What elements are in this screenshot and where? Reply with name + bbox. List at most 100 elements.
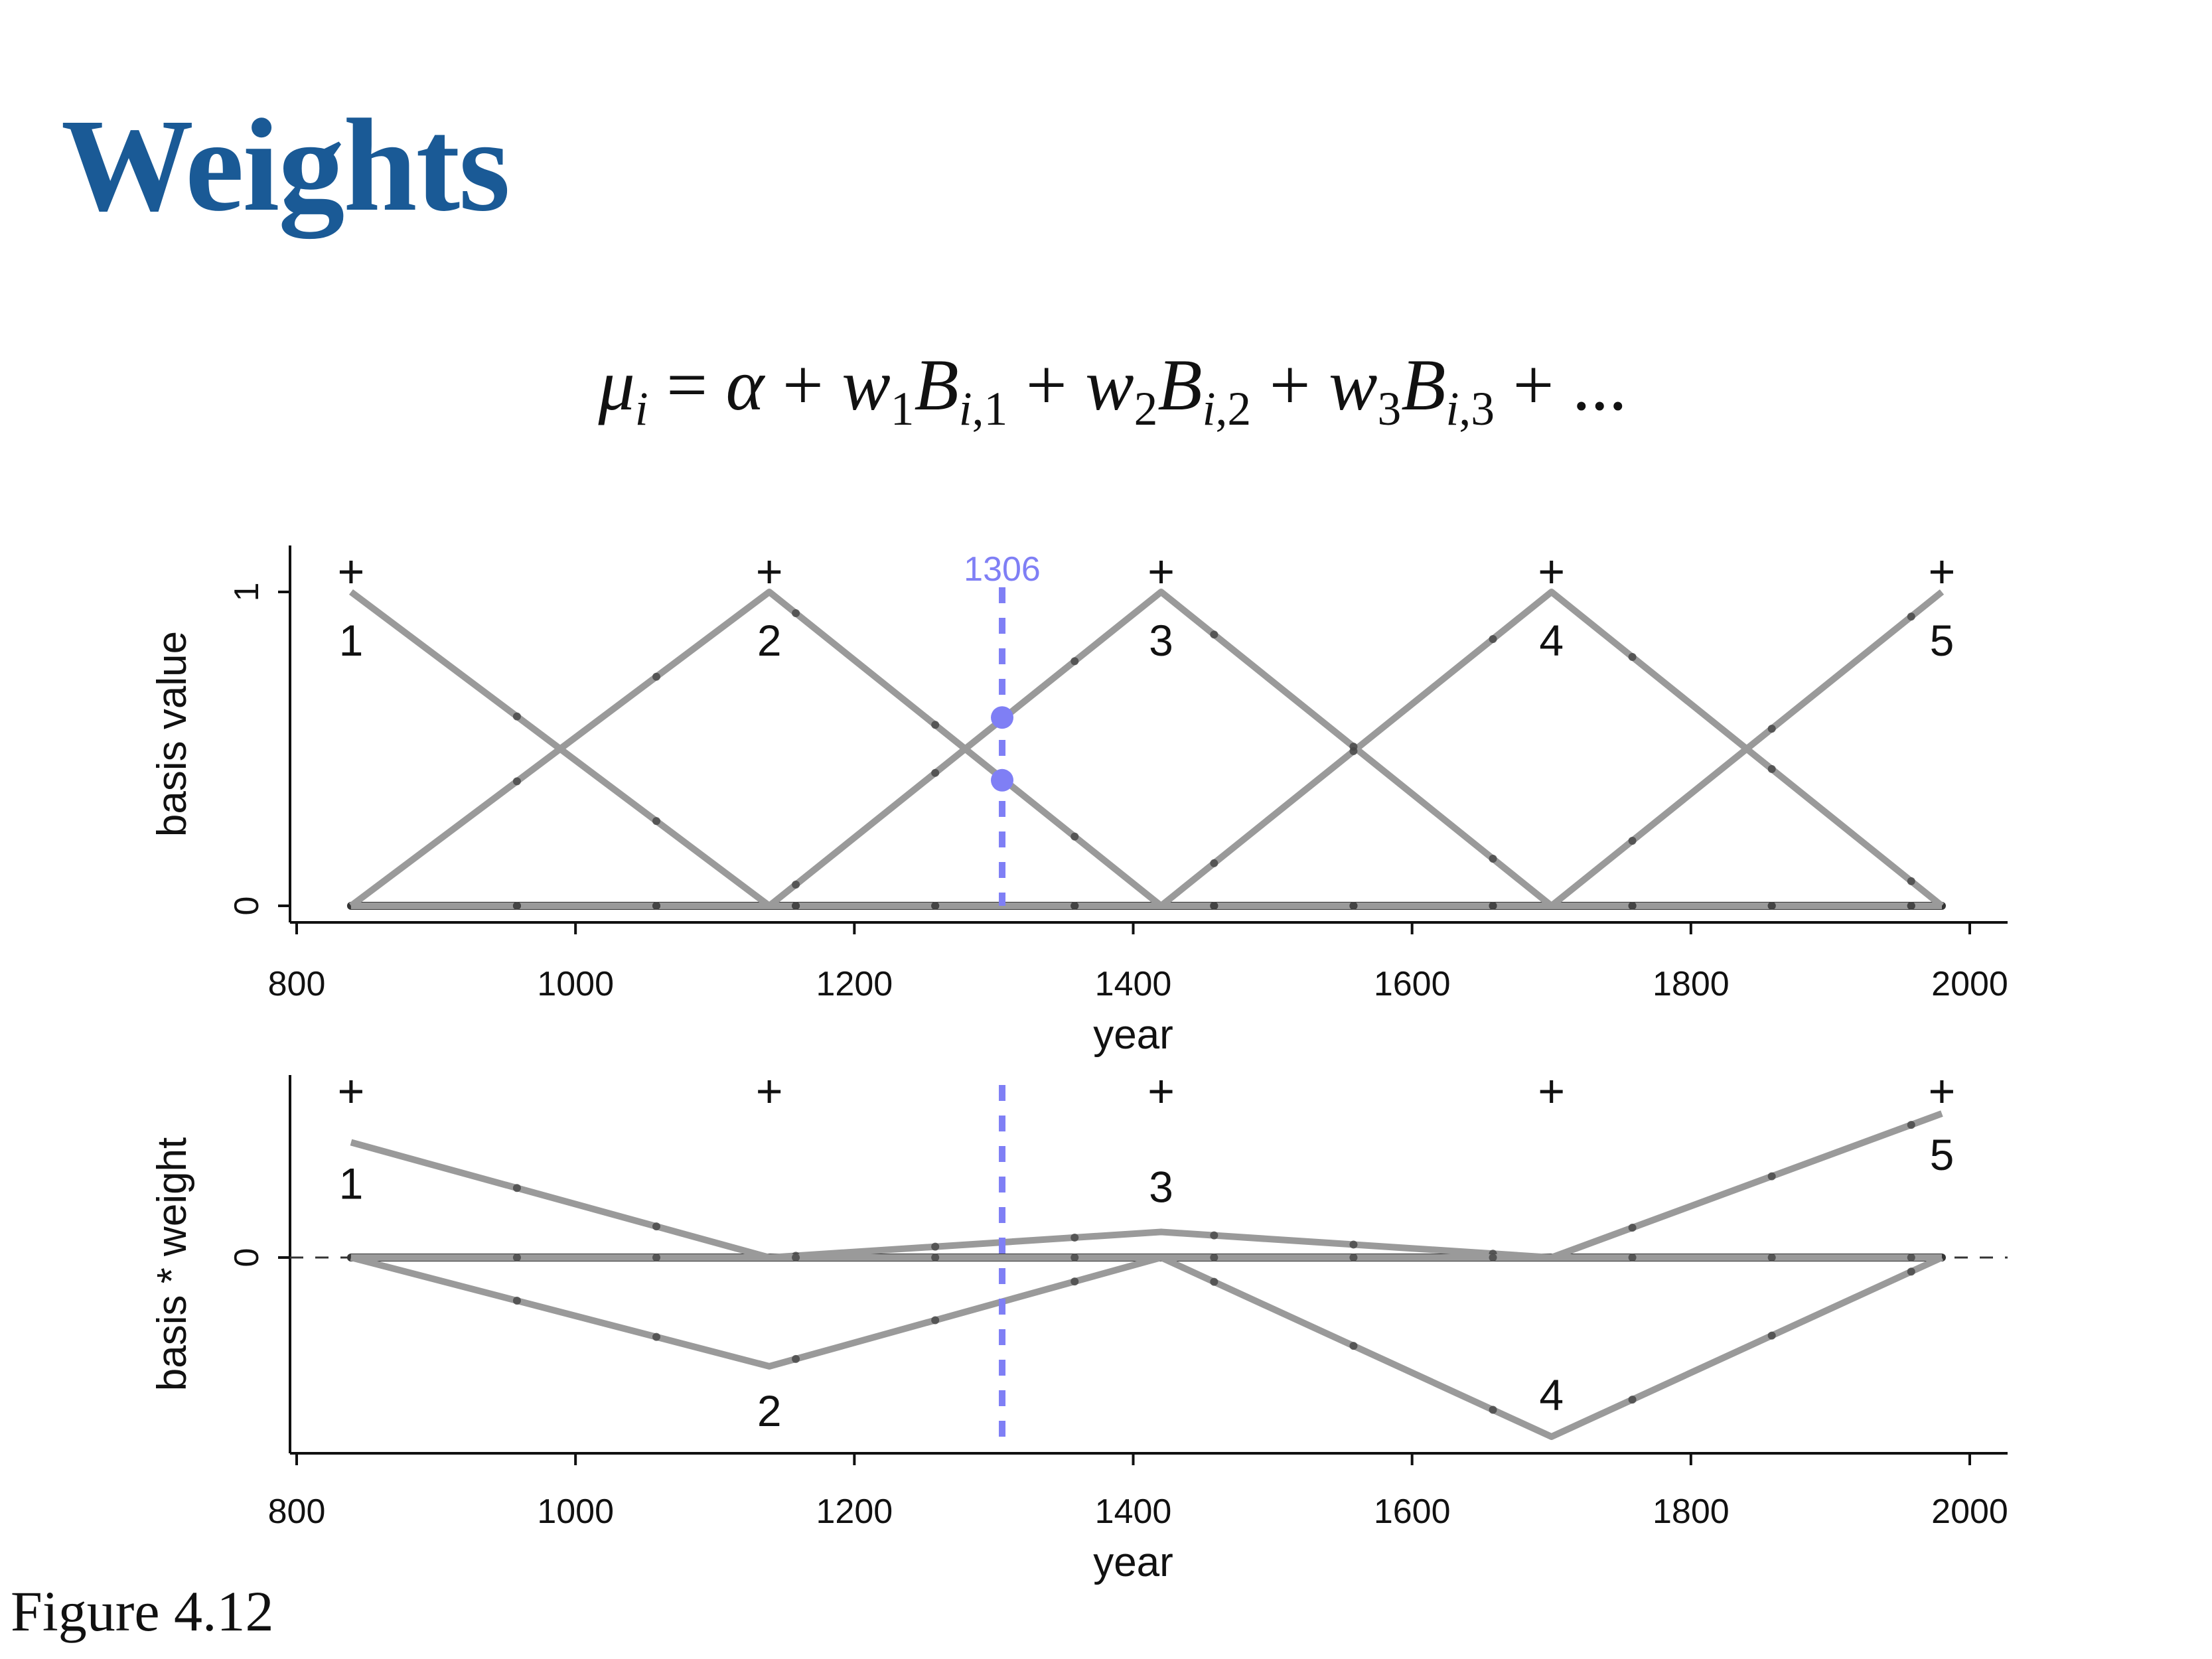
x-tick-label-1-4: 1600 [1374, 1492, 1451, 1531]
basis-sample-dot-5-10 [1907, 613, 1915, 621]
equation: μi = α + w1Bi,1 + w2Bi,2 + w3Bi,3 + ... [598, 344, 1627, 435]
weighted-basis-line-4 [350, 1254, 1944, 1440]
basis-sample-dot-5-9 [1767, 725, 1776, 733]
basis-label-2: 2 [757, 616, 782, 665]
weighted-sample-dot-3-6 [1349, 1240, 1358, 1249]
basis-sample-dot-3-2 [792, 881, 800, 889]
weighted-basis-label-5: 5 [1930, 1130, 1954, 1179]
knot-marker-bottom-4: + [1538, 1065, 1565, 1117]
basis-sample-dot-2-4 [1070, 832, 1079, 841]
slide-title: Weights [61, 92, 510, 239]
y-tick-label-1-0: 0 [228, 1248, 266, 1267]
weighted-sample-dot-4-8 [1628, 1396, 1637, 1404]
basis-sample-dot-4-5 [1210, 859, 1218, 867]
x-tick-label-1-6: 2000 [1931, 1492, 2008, 1531]
weighted-sample-dot-3-3 [931, 1242, 940, 1251]
basis-sample-dot-5-6 [1349, 902, 1358, 910]
y-tick-label-0-1: 1 [228, 583, 266, 602]
weighted-sample-dot-5-9 [1767, 1172, 1776, 1181]
y-tick-label-0-0: 0 [228, 897, 266, 916]
basis-sample-dot-4-9 [1767, 764, 1776, 773]
weighted-sample-dot-5-10 [1907, 1121, 1915, 1129]
knot-marker-bottom-2: + [756, 1065, 783, 1117]
x-tick-label-1-3: 1400 [1095, 1492, 1172, 1531]
basis-sample-dot-3-4 [1070, 657, 1079, 666]
basis-sample-dot-5-8 [1628, 837, 1637, 845]
weighted-sample-dot-3-10 [1907, 1254, 1915, 1262]
weighted-sample-dot-5-0 [512, 1254, 521, 1262]
weighted-sample-dot-3-5 [1210, 1231, 1218, 1240]
weighted-sample-dot-3-4 [1070, 1233, 1079, 1242]
highlight-point-2 [991, 768, 1014, 792]
basis-sample-dot-3-9 [1767, 902, 1776, 910]
x-tick-label-0-0: 800 [268, 965, 326, 1003]
weighted-sample-dot-1-0 [512, 1184, 521, 1192]
x-tick-label-1-2: 1200 [816, 1492, 893, 1531]
weighted-sample-dot-2-4 [1070, 1277, 1079, 1286]
weighted-sample-dot-2-0 [512, 1297, 521, 1305]
basis-line-1 [348, 589, 1942, 909]
basis-sample-dot-5-1 [652, 902, 661, 910]
basis-sample-dot-5-5 [1210, 902, 1218, 910]
x-tick-label-0-6: 2000 [1931, 965, 2008, 1003]
basis-sample-dot-3-7 [1489, 855, 1497, 863]
basis-sample-dot-5-0 [512, 902, 521, 910]
basis-sample-dot-2-1 [652, 672, 661, 681]
knot-marker-bottom-3: + [1147, 1065, 1175, 1117]
weighted-sample-dot-2-2 [792, 1354, 800, 1363]
weighted-basis-line-5 [350, 1110, 1943, 1261]
x-axis-label-1: year [1093, 1540, 1173, 1585]
weighted-sample-dot-4-6 [1349, 1342, 1358, 1350]
knot-marker-top-5: + [1929, 545, 1956, 597]
basis-sample-dot-1-1 [652, 817, 661, 826]
weighted-sample-dot-5-2 [792, 1254, 800, 1262]
knot-marker-top-2: + [756, 545, 783, 597]
basis-sample-dot-3-10 [1907, 902, 1915, 910]
basis-sample-dot-5-3 [931, 902, 940, 910]
weighted-sample-dot-3-8 [1628, 1254, 1637, 1262]
weighted-sample-dot-4-7 [1489, 1406, 1497, 1414]
weighted-sample-dot-5-6 [1349, 1254, 1358, 1262]
weighted-sample-dot-5-1 [652, 1254, 661, 1262]
knot-marker-bottom-1: + [337, 1065, 364, 1117]
weighted-sample-dot-5-7 [1489, 1254, 1497, 1262]
x-tick-label-0-4: 1600 [1374, 965, 1451, 1003]
x-tick-label-0-2: 1200 [816, 965, 893, 1003]
basis-sample-dot-5-2 [792, 902, 800, 910]
knot-marker-top-4: + [1538, 545, 1565, 597]
weighted-sample-dot-2-1 [652, 1333, 661, 1341]
y-axis-label-0: basis value [149, 631, 195, 837]
basis-sample-dot-4-6 [1349, 747, 1358, 755]
basis-sample-dot-4-7 [1489, 634, 1497, 643]
figure-caption: Figure 4.12 [11, 1579, 274, 1643]
weighted-sample-dot-3-9 [1767, 1254, 1776, 1262]
basis-line-4 [350, 589, 1945, 909]
x-tick-label-1-1: 1000 [537, 1492, 614, 1531]
weighted-sample-dot-5-8 [1628, 1224, 1637, 1232]
basis-label-1: 1 [339, 616, 364, 665]
weighted-sample-dot-5-3 [931, 1254, 940, 1262]
weighted-basis-label-1: 1 [339, 1159, 364, 1208]
basis-sample-dot-1-0 [512, 712, 521, 721]
basis-label-5: 5 [1930, 616, 1954, 665]
weighted-basis-label-4: 4 [1539, 1370, 1564, 1419]
basis-sample-dot-3-3 [931, 768, 940, 777]
basis-sample-dot-2-2 [792, 609, 800, 617]
x-tick-label-0-1: 1000 [537, 965, 614, 1003]
x-tick-label-0-3: 1400 [1095, 965, 1172, 1003]
basis-sample-dot-4-10 [1907, 877, 1915, 885]
weighted-sample-dot-5-5 [1210, 1254, 1218, 1262]
basis-label-3: 3 [1149, 616, 1173, 665]
weighted-basis-label-3: 3 [1149, 1162, 1173, 1211]
x-tick-label-1-0: 800 [268, 1492, 326, 1531]
weighted-basis-line-2 [350, 1254, 1942, 1370]
weighted-sample-dot-4-9 [1767, 1331, 1776, 1340]
basis-sample-dot-2-3 [931, 721, 940, 729]
basis-label-4: 4 [1539, 616, 1564, 665]
knot-marker-bottom-5: + [1929, 1065, 1956, 1117]
x-tick-label-1-5: 1800 [1653, 1492, 1730, 1531]
basis-sample-dot-5-4 [1070, 902, 1079, 910]
basis-line-2 [348, 589, 1942, 909]
weighted-sample-dot-4-5 [1210, 1277, 1218, 1286]
x-tick-label-0-5: 1800 [1653, 965, 1730, 1003]
